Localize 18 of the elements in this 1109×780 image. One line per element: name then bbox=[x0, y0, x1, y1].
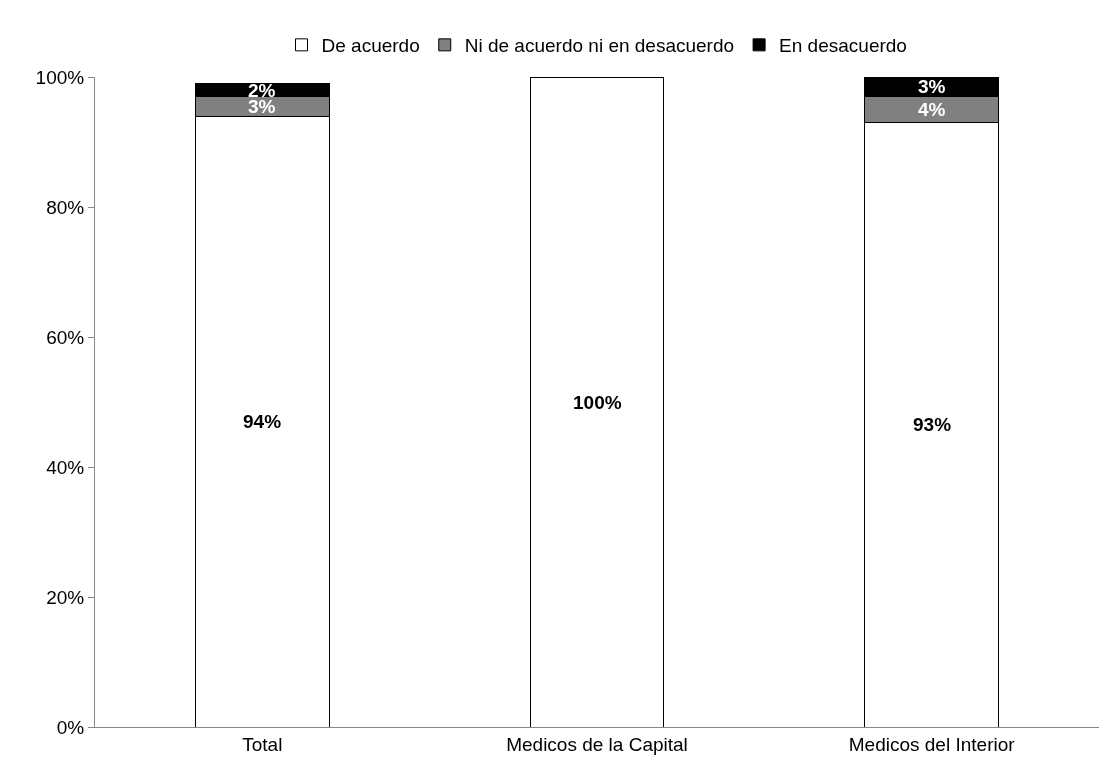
data-label: 93% bbox=[913, 414, 952, 435]
x-tick-label: Medicos del Interior bbox=[848, 733, 1016, 755]
y-tick-label: 100% bbox=[35, 66, 85, 88]
y-tick-label: 40% bbox=[46, 456, 85, 478]
data-label: 3% bbox=[918, 76, 946, 97]
data-label: 94% bbox=[243, 411, 282, 432]
legend-label: En desacuerdo bbox=[779, 35, 907, 57]
y-tick-label: 0% bbox=[56, 716, 85, 738]
y-tick-label: 80% bbox=[46, 196, 85, 218]
data-label: 100% bbox=[573, 392, 622, 413]
y-tick-label: 60% bbox=[46, 326, 85, 348]
x-tick-label: Total bbox=[242, 733, 283, 755]
data-label: 4% bbox=[918, 99, 946, 120]
y-tick-label: 20% bbox=[46, 586, 85, 608]
bar bbox=[529, 77, 665, 727]
legend-label: Ni de acuerdo ni en desacuerdo bbox=[464, 35, 735, 57]
legend-label: De acuerdo bbox=[321, 35, 420, 57]
x-tick-label: Medicos de la Capital bbox=[506, 733, 688, 755]
